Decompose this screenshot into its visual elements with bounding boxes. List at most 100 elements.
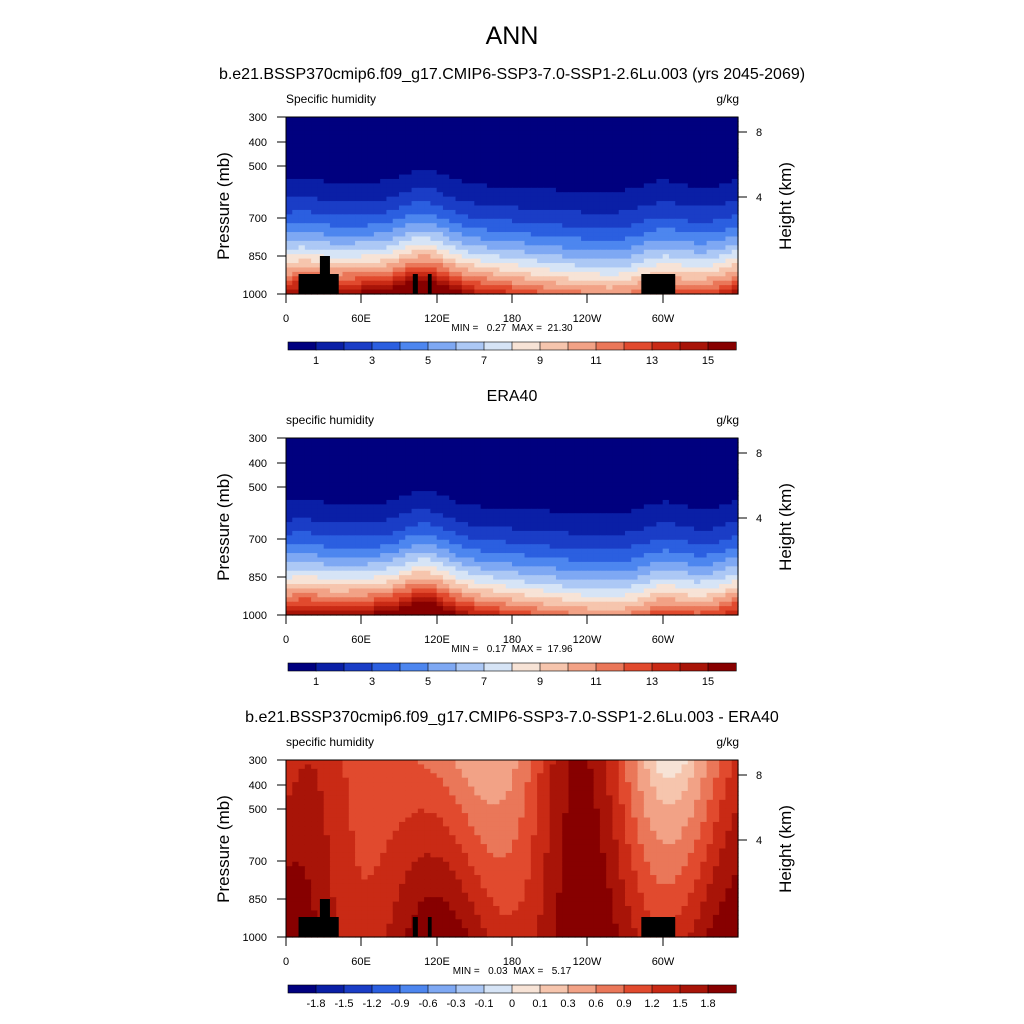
heatmap-cell — [505, 289, 513, 295]
heatmap-cell — [593, 482, 601, 488]
heatmap-cell — [549, 125, 557, 131]
heatmap-cell — [675, 513, 683, 519]
heatmap-cell — [712, 258, 720, 264]
heatmap-cell — [650, 535, 657, 541]
heatmap-cell — [555, 117, 563, 123]
heatmap-cell — [380, 517, 388, 523]
heatmap-cell — [537, 170, 544, 176]
heatmap-cell — [700, 249, 708, 255]
heatmap-cell — [386, 223, 394, 229]
heatmap-cell — [480, 130, 488, 136]
heatmap-cell — [336, 249, 344, 255]
heatmap-cell — [524, 134, 532, 140]
heatmap-cell — [694, 522, 701, 528]
heatmap-cell — [411, 117, 419, 123]
heatmap-cell — [342, 263, 350, 269]
heatmap-cell — [392, 263, 400, 269]
heatmap-cell — [662, 468, 670, 474]
heatmap-cell — [367, 258, 375, 264]
heatmap-cell — [424, 174, 431, 180]
heatmap-cell — [606, 468, 614, 474]
heatmap-cell — [348, 152, 356, 158]
heatmap-cell — [417, 263, 425, 269]
heatmap-cell — [461, 183, 469, 189]
heatmap-cell — [731, 201, 739, 207]
heatmap-cell — [449, 557, 457, 563]
heatmap-cell — [336, 276, 344, 282]
heatmap-cell — [499, 491, 507, 497]
heatmap-cell — [480, 263, 488, 269]
heatmap-cell — [486, 438, 494, 444]
heatmap-cell — [581, 187, 588, 193]
heatmap-cell — [304, 460, 312, 466]
heatmap-cell — [631, 152, 639, 158]
heatmap-cell — [373, 174, 381, 180]
heatmap-cell — [392, 152, 400, 158]
heatmap-cell — [499, 499, 507, 505]
heatmap-cell — [712, 236, 720, 242]
heatmap-cell — [694, 240, 701, 246]
heatmap-cell — [505, 451, 513, 457]
heatmap-cell — [424, 446, 431, 452]
heatmap-cell — [424, 232, 431, 238]
heatmap-cell — [417, 240, 425, 246]
heatmap-cell — [468, 468, 475, 474]
heatmap-cell — [474, 156, 482, 162]
heatmap-cell — [298, 134, 306, 140]
heatmap-cell — [568, 236, 576, 242]
heatmap-cell — [367, 526, 375, 532]
heatmap-cell — [411, 161, 419, 167]
heatmap-cell — [405, 477, 413, 483]
heatmap-cell — [662, 174, 670, 180]
heatmap-cell — [323, 205, 331, 211]
heatmap-cell — [524, 196, 532, 202]
heatmap-cell — [505, 165, 513, 171]
heatmap-cell — [373, 240, 381, 246]
heatmap-cell — [392, 147, 400, 153]
heatmap-cell — [336, 245, 344, 251]
heatmap-cell — [543, 117, 551, 123]
heatmap-cell — [637, 535, 645, 541]
heatmap-cell — [574, 271, 582, 277]
heatmap-cell — [719, 544, 727, 550]
heatmap-cell — [292, 209, 300, 215]
heatmap-cell — [719, 201, 727, 207]
heatmap-cell — [355, 276, 362, 282]
heatmap-cell — [719, 535, 727, 541]
heatmap-cell — [361, 267, 369, 273]
heatmap-cell — [637, 258, 645, 264]
heatmap-cell — [405, 464, 413, 470]
heatmap-cell — [681, 446, 689, 452]
heatmap-cell — [681, 223, 689, 229]
heatmap-cell — [631, 468, 639, 474]
heatmap-cell — [650, 139, 657, 145]
heatmap-cell — [486, 473, 494, 479]
heatmap-cell — [355, 125, 362, 131]
heatmap-cell — [367, 201, 375, 207]
heatmap-cell — [298, 156, 306, 162]
heatmap-cell — [706, 121, 714, 127]
heatmap-cell — [562, 508, 570, 514]
heatmap-cell — [392, 187, 400, 193]
heatmap-cell — [442, 139, 450, 145]
heatmap-cell — [493, 232, 501, 238]
heatmap-cell — [587, 539, 595, 545]
heatmap-cell — [348, 249, 356, 255]
heatmap-cell — [618, 530, 626, 536]
heatmap-cell — [311, 192, 318, 198]
heatmap-cell — [581, 544, 588, 550]
heatmap-cell — [574, 446, 582, 452]
heatmap-cell — [311, 218, 318, 224]
heatmap-cell — [336, 539, 344, 545]
heatmap-cell — [499, 276, 507, 282]
heatmap-cell — [505, 553, 513, 559]
heatmap-cell — [518, 499, 526, 505]
heatmap-cell — [298, 125, 306, 131]
heatmap-cell — [694, 495, 701, 501]
heatmap-cell — [424, 495, 431, 501]
heatmap-cell — [442, 223, 450, 229]
heatmap-cell — [493, 495, 501, 501]
heatmap-cell — [323, 240, 331, 246]
heatmap-cell — [411, 130, 419, 136]
heatmap-cell — [505, 513, 513, 519]
